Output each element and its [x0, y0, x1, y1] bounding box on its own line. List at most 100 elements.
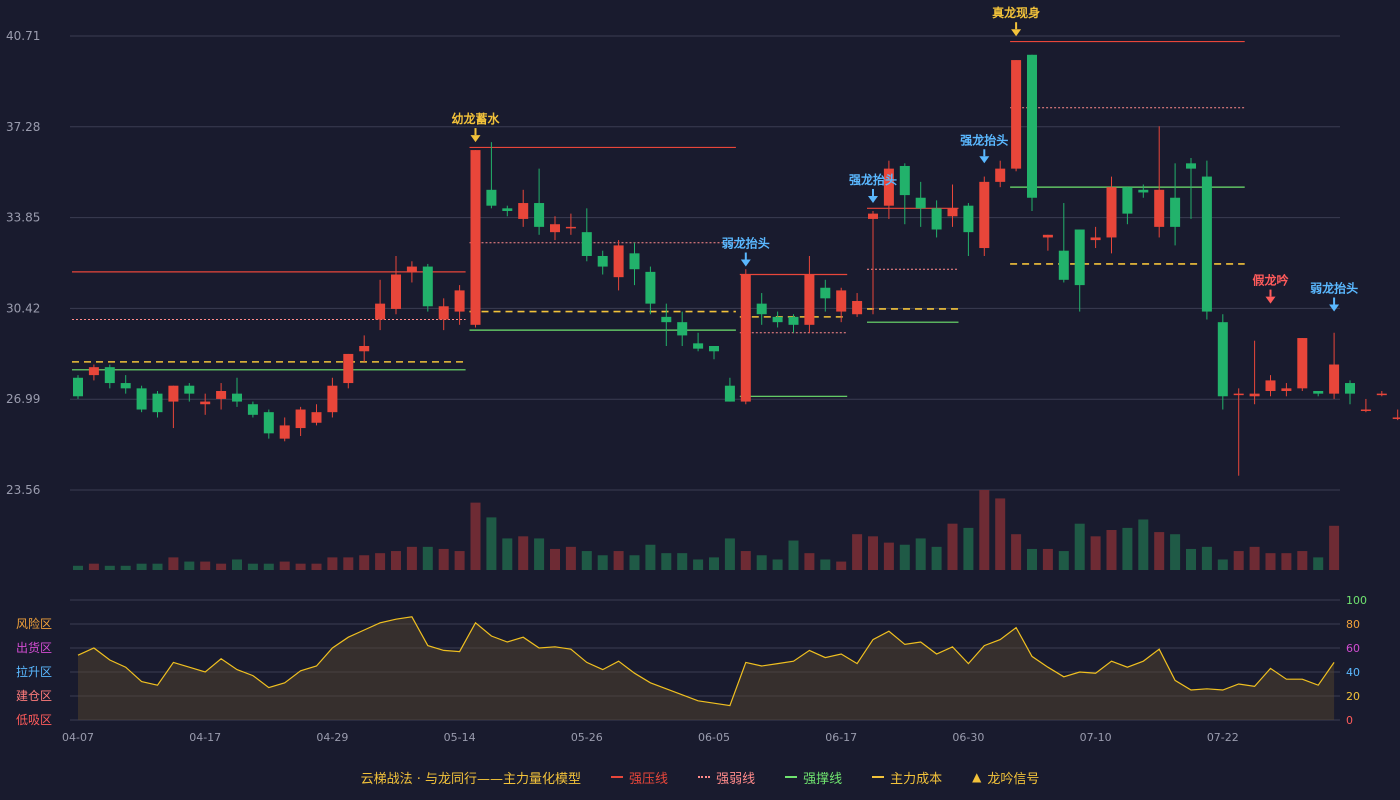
legend-label-strong-weak: 强弱线	[716, 771, 756, 787]
legend-swatch-support	[785, 776, 798, 778]
signal-arrow-icon	[979, 156, 990, 164]
candle-body	[1058, 250, 1069, 280]
legend-item-signal[interactable]: ▲ 龙吟信号	[972, 768, 1039, 787]
volume-bar	[375, 553, 386, 570]
candle-body	[1042, 234, 1053, 238]
candle-body	[550, 224, 560, 233]
volume-bar	[1233, 551, 1244, 570]
volume-bar	[1058, 551, 1069, 570]
volume-bar	[295, 563, 306, 570]
candle-body	[216, 390, 227, 399]
signal-arrow-icon	[1011, 29, 1022, 37]
volume-bar	[693, 559, 704, 570]
volume-bar	[1138, 519, 1149, 570]
candle-body	[263, 412, 274, 434]
legend-item-cost[interactable]: 主力成本	[872, 768, 942, 787]
date-tick-label: 07-22	[1207, 731, 1239, 744]
volume-bar	[931, 546, 942, 570]
candle-body	[883, 168, 894, 206]
price-tick-label: 30.42	[6, 301, 40, 315]
legend-item-strong-weak[interactable]: 强弱线	[698, 768, 755, 787]
osc-tick-label: 0	[1346, 714, 1353, 727]
candle-body	[629, 253, 640, 270]
volume-bar	[216, 563, 227, 570]
signal-label: 强龙抬头	[849, 172, 897, 187]
candle-body	[1027, 54, 1037, 198]
legend-item-support[interactable]: 强撑线	[785, 768, 842, 787]
candle-body	[295, 409, 306, 429]
volume-bar	[232, 559, 242, 570]
signal-label: 真龙现身	[992, 5, 1040, 20]
candle-body	[438, 306, 449, 320]
osc-area	[78, 616, 1335, 720]
volume-bar	[899, 544, 910, 570]
volume-bar	[422, 546, 433, 570]
candle-body	[1106, 187, 1117, 238]
signal-arrow-icon	[470, 135, 481, 143]
candle-body	[73, 377, 83, 397]
date-tick-label: 05-26	[571, 731, 603, 744]
volume-bar	[327, 557, 338, 570]
legend-swatch-strong-pressure	[611, 776, 624, 778]
candle-body	[518, 203, 529, 219]
signal-arrow-icon	[740, 259, 751, 267]
candle-body	[995, 168, 1006, 182]
volume-bar	[136, 563, 147, 570]
candle-body	[1233, 393, 1244, 396]
candle-body	[359, 345, 370, 352]
volume-bar	[756, 555, 767, 570]
date-tick-label: 04-07	[62, 731, 94, 744]
candle-body	[756, 303, 767, 315]
volume-bar	[1074, 523, 1085, 570]
volume-bar	[740, 551, 751, 570]
candle-body	[1074, 229, 1085, 286]
candle-body	[1345, 383, 1355, 394]
candle-body	[979, 181, 990, 249]
candle-body	[836, 290, 847, 312]
volume-bar	[1170, 534, 1181, 570]
candle-body	[406, 266, 417, 272]
volume-bar	[661, 553, 672, 570]
candle-body	[152, 393, 163, 413]
date-tick-label: 06-05	[698, 731, 730, 744]
volume-bar	[120, 565, 131, 570]
volume-bar	[1027, 548, 1037, 570]
date-tick-label: 06-17	[825, 731, 857, 744]
candle-body	[422, 266, 433, 307]
volume-bar	[1313, 557, 1324, 570]
volume-bar	[709, 557, 719, 570]
volume-bar	[979, 490, 990, 570]
candle-body	[470, 150, 481, 325]
volume-bar	[963, 527, 974, 570]
signal-label: 假龙吟	[1252, 273, 1288, 288]
date-tick-label: 04-29	[316, 731, 348, 744]
volume-bar	[915, 538, 926, 570]
legend: 云梯战法 · 与龙同行——主力量化模型 强压线 强弱线 强撑线 主力成本 ▲ 龙…	[0, 766, 1400, 788]
candle-body	[184, 385, 195, 394]
signal-label: 幼龙蓄水	[451, 111, 500, 126]
candle-body	[88, 367, 99, 376]
signal-arrow-icon	[868, 195, 878, 203]
candle-body	[899, 165, 910, 196]
legend-item-strong-pressure[interactable]: 强压线	[611, 768, 668, 787]
candle-body	[486, 189, 497, 206]
candle-body	[279, 425, 290, 439]
date-tick-label: 06-30	[952, 731, 984, 744]
candle-body	[1297, 338, 1308, 389]
volume-bar	[200, 561, 211, 570]
volume-bar	[1281, 553, 1292, 570]
volume-bar	[518, 536, 529, 570]
candle-body	[232, 393, 242, 402]
candle-body	[613, 245, 624, 278]
signal-arrow-icon	[1265, 296, 1276, 304]
volume-bar	[1011, 534, 1022, 570]
volume-bar	[788, 540, 799, 570]
volume-bar	[1329, 525, 1340, 570]
candle-body	[931, 208, 942, 230]
candle-body	[1249, 393, 1260, 397]
date-tick-label: 04-17	[189, 731, 221, 744]
volume-bar	[534, 538, 545, 570]
candle-body	[311, 412, 322, 423]
price-tick-label: 26.99	[6, 392, 40, 406]
candle-body	[343, 353, 354, 384]
